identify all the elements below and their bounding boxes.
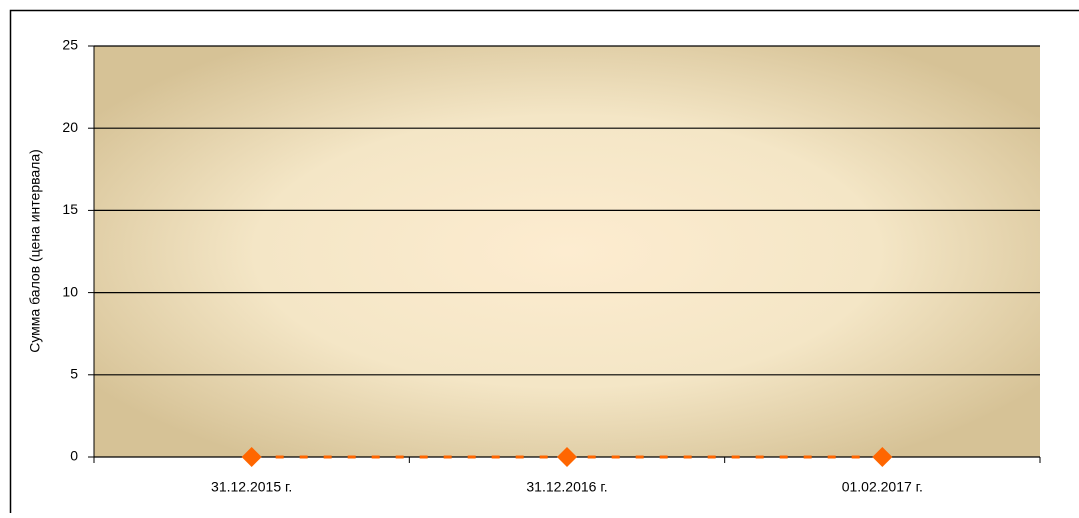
y-tick-label: 15: [62, 201, 78, 217]
x-tick-label: 01.02.2017 г.: [842, 479, 923, 495]
y-tick-label: 0: [70, 448, 78, 464]
x-tick-label: 31.12.2016 г.: [526, 479, 607, 495]
y-tick-label: 5: [70, 366, 78, 382]
plot-area: [94, 46, 1040, 457]
x-tick-label: 31.12.2015 г.: [211, 479, 292, 495]
y-axis-label: Сумма балов (цена интервала): [27, 149, 43, 353]
y-tick-label: 25: [62, 37, 78, 53]
y-tick-label: 20: [62, 119, 78, 135]
y-tick-label: 10: [62, 283, 78, 299]
